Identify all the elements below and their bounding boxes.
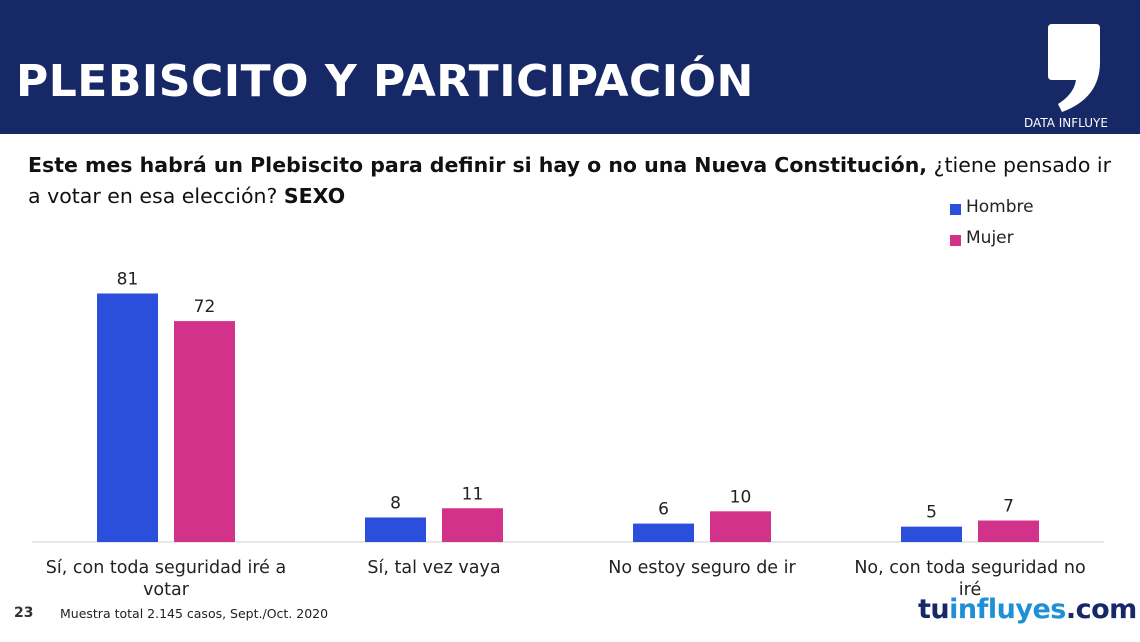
data-label-hombre-1: 8 <box>390 493 401 513</box>
category-label-3-line2: iré <box>959 580 981 600</box>
question-text: Este mes habrá un Plebiscito para defini… <box>28 150 1118 212</box>
legend-swatch-mujer <box>950 235 961 246</box>
question-normal: ¿tiene pensado ir a votar en esa elecció… <box>28 153 1111 208</box>
brand-start: tu <box>918 594 950 625</box>
bar-mujer-3 <box>978 520 1039 542</box>
bar-hombre-3 <box>901 526 962 542</box>
logo-text: DATA INFLUYE <box>1024 116 1108 130</box>
category-label-2: No estoy seguro de ir <box>608 558 796 578</box>
question-suffix: SEXO <box>283 184 346 208</box>
data-label-hombre-0: 81 <box>117 269 139 289</box>
category-label-1: Sí, tal vez vaya <box>367 558 500 578</box>
category-label-0: Sí, con toda seguridad iré a <box>46 558 286 578</box>
legend-label-mujer: Mujer <box>966 228 1014 248</box>
brand-end: .com <box>1065 594 1137 625</box>
data-label-hombre-3: 5 <box>926 503 937 523</box>
data-label-mujer-3: 7 <box>1003 497 1014 517</box>
data-label-mujer-1: 11 <box>462 484 484 504</box>
question-bold: Este mes habrá un Plebiscito para defini… <box>28 153 928 177</box>
page-title: PLEBISCITO Y PARTICIPACIÓN <box>16 56 754 107</box>
data-label-hombre-2: 6 <box>658 500 669 520</box>
brand-logo: tuinfluyes.com <box>918 594 1137 625</box>
bar-mujer-1 <box>442 508 503 542</box>
category-label-0-line2: votar <box>143 580 190 600</box>
category-label-3: No, con toda seguridad no <box>854 558 1085 578</box>
bar-mujer-2 <box>710 511 771 542</box>
slide-number: 23 <box>14 605 34 621</box>
comma-logo-icon <box>1048 24 1100 112</box>
legend-swatch-hombre <box>950 204 961 215</box>
bar-hombre-1 <box>365 517 426 542</box>
bar-mujer-0 <box>174 321 235 542</box>
header-banner: PLEBISCITO Y PARTICIPACIÓN DATA INFLUYE <box>0 0 1140 134</box>
brand-mid: influyes <box>949 594 1066 625</box>
bar-hombre-2 <box>633 523 694 542</box>
data-label-mujer-0: 72 <box>194 297 216 317</box>
legend-label-hombre: Hombre <box>966 197 1034 217</box>
sample-note: Muestra total 2.145 casos, Sept./Oct. 20… <box>60 606 329 621</box>
data-label-mujer-2: 10 <box>730 487 752 507</box>
bar-hombre-0 <box>97 293 158 542</box>
